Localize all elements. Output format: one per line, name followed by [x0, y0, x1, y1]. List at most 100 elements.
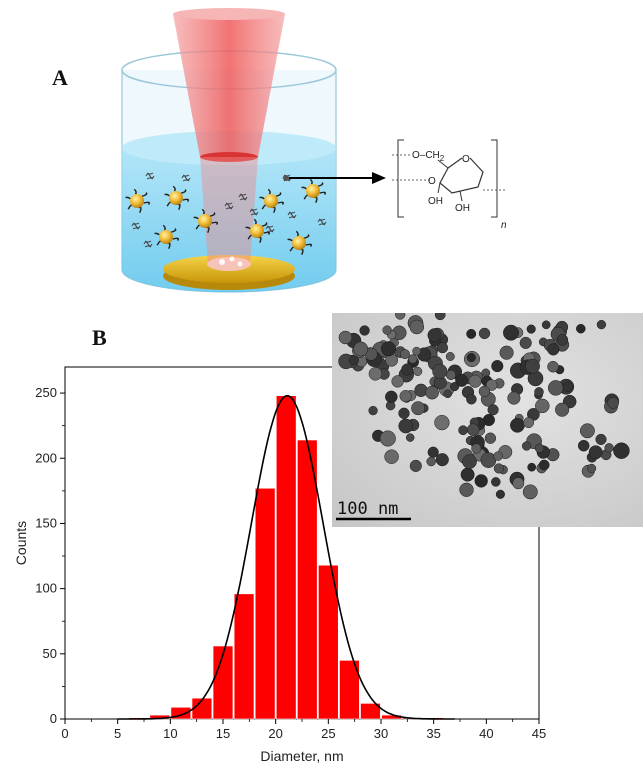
polymer-strand [182, 198, 190, 202]
x-tick-label: 30 [374, 726, 388, 741]
tem-particle [538, 459, 550, 471]
x-tick-label: 15 [216, 726, 230, 741]
tem-particle [459, 482, 474, 497]
polymer-strand [162, 224, 166, 231]
histogram-bar [275, 395, 297, 720]
laser-cone-upper [173, 14, 285, 157]
tem-particle [425, 385, 439, 400]
oh-label-2: OH [455, 203, 470, 214]
tem-particle [382, 325, 392, 335]
tem-particle [353, 341, 369, 357]
histogram-bar [170, 706, 192, 720]
plume-particle [229, 256, 235, 262]
nanoparticle [259, 188, 285, 213]
pyranose-ring [439, 157, 484, 194]
polymer-coil [224, 202, 234, 210]
panel-a-letter: A [52, 65, 68, 90]
polymer-strand [154, 232, 160, 236]
tem-particle [487, 404, 499, 416]
polymer-strand [295, 230, 299, 237]
histogram-bar [297, 439, 318, 720]
polymer-strand [170, 228, 177, 233]
polymer-strand [319, 191, 327, 195]
polymer-coil [238, 193, 248, 201]
tem-particle [468, 374, 482, 388]
tem-particle [576, 323, 586, 334]
tem-particle [485, 379, 498, 391]
tem-particle [427, 328, 442, 343]
polymer-strand [164, 193, 170, 197]
nanoparticle [193, 208, 219, 233]
y-tick-label: 0 [50, 711, 57, 726]
polymer-chain [181, 174, 191, 182]
y-tick-label: 200 [35, 450, 57, 465]
tem-particle [412, 346, 421, 356]
polymer-coil [317, 218, 327, 226]
polymer-strand [309, 178, 313, 185]
tem-particles [338, 313, 630, 500]
tem-particle [493, 451, 503, 461]
polymer-coil [143, 240, 153, 248]
tem-particle [523, 417, 535, 429]
polymer-chain [143, 240, 153, 248]
tem-particle [445, 369, 456, 381]
tem-particle [613, 442, 630, 459]
tem-particle [607, 397, 619, 409]
tem-particle [491, 477, 501, 487]
tem-particle [460, 467, 475, 482]
tem-particle [579, 423, 595, 439]
polymer-strand [275, 192, 282, 197]
tem-particle [427, 446, 439, 458]
tem-particle [368, 405, 378, 416]
tem-particle [478, 327, 491, 340]
tem-particle [493, 463, 504, 474]
tem-particle [349, 355, 359, 366]
polymer-coil [265, 225, 275, 233]
y-axis: 0 50 100 150 200 250 [35, 385, 65, 726]
tem-particle [426, 456, 436, 467]
x-axis-title: Diameter, nm [260, 748, 343, 764]
tem-particle [435, 453, 449, 467]
tem-particle [587, 463, 597, 473]
gold-core [264, 194, 278, 208]
polymer-strand [261, 222, 268, 227]
tem-particle [604, 443, 614, 453]
x-tick-label: 0 [61, 726, 68, 741]
gold-core [250, 224, 264, 238]
polymer-strand [180, 189, 187, 194]
tem-particle [408, 354, 418, 364]
laser-top [173, 8, 285, 20]
tem-particle [466, 393, 477, 405]
tem-particle [434, 414, 450, 431]
tem-particle [379, 430, 396, 447]
tem-particle [462, 454, 477, 469]
repeat-n: n [501, 220, 507, 231]
x-tick-label: 10 [163, 726, 177, 741]
panel-b-letter: B [92, 325, 107, 350]
polymer-chain [317, 218, 327, 226]
tem-particle [471, 443, 482, 454]
tem-particle [484, 432, 497, 444]
tem-particle [495, 489, 505, 499]
polymer-strand [133, 188, 137, 195]
polymer-coil [145, 172, 155, 180]
plume-particle [237, 261, 243, 267]
tem-particle [535, 398, 550, 414]
bond-ch2 [437, 159, 449, 169]
polymer-coil [131, 222, 141, 230]
tem-particle [455, 373, 469, 387]
tem-particle [521, 441, 532, 451]
nanoparticle [164, 185, 190, 210]
tem-particle [522, 484, 538, 500]
nanoparticle [125, 188, 151, 213]
polymer-chain [224, 202, 234, 210]
polymer-strand [125, 196, 131, 200]
tem-particle [411, 401, 426, 416]
tem-particle [405, 433, 415, 442]
ablation-spot [207, 257, 251, 271]
tem-particle [409, 319, 425, 335]
bracket-right [491, 139, 498, 218]
gaussian-fit-curve [117, 395, 455, 720]
histogram-bar [339, 660, 360, 720]
tem-particle [534, 387, 544, 397]
